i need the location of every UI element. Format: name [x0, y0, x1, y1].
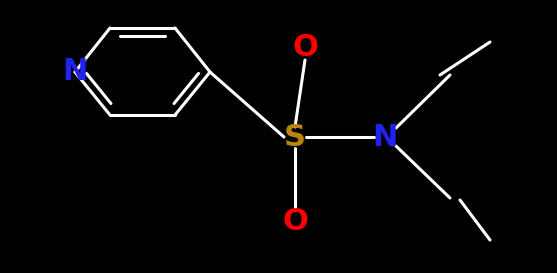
Text: O: O	[292, 34, 318, 63]
Text: N: N	[372, 123, 398, 152]
Text: S: S	[284, 123, 306, 152]
Text: N: N	[62, 58, 87, 87]
Text: O: O	[282, 207, 308, 236]
